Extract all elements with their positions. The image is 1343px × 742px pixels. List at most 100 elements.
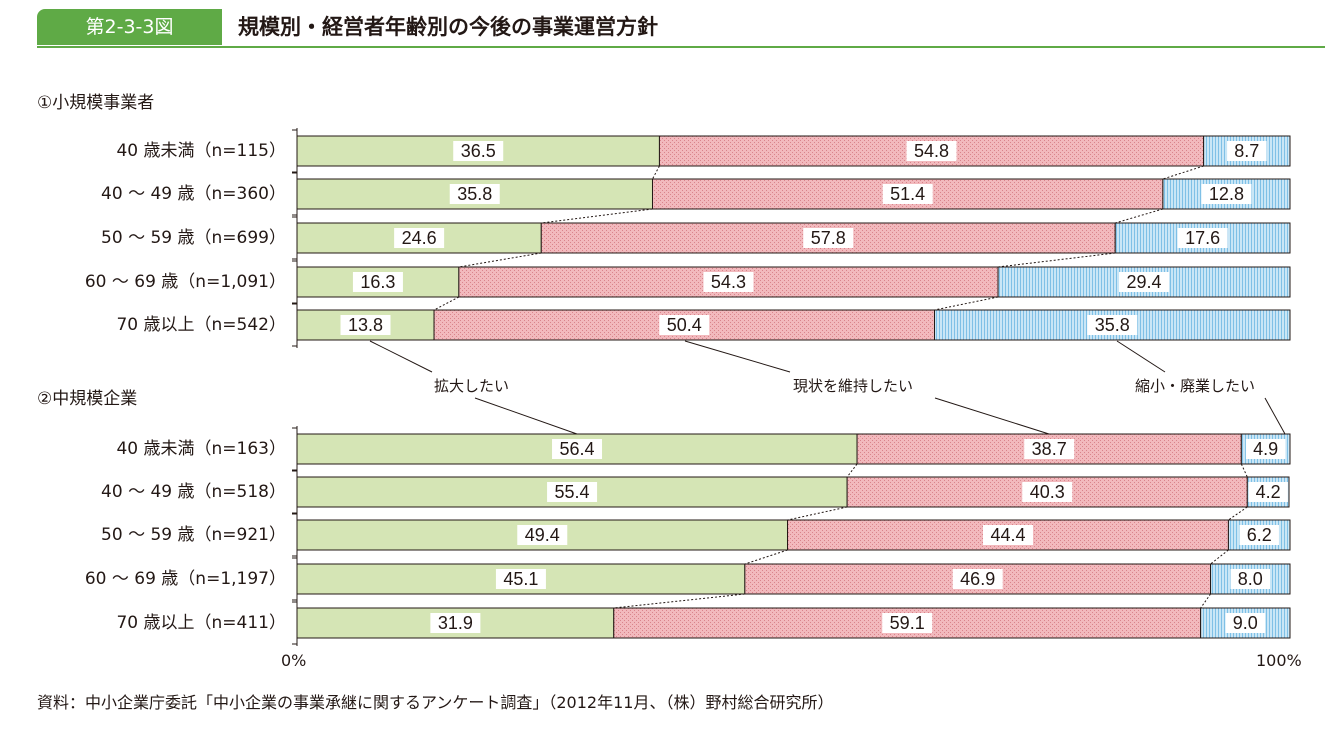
data-label-bg	[1239, 525, 1279, 545]
data-label: 8.7	[1234, 141, 1259, 161]
data-label-bg	[340, 315, 391, 335]
data-label: 29.4	[1127, 272, 1162, 292]
section-title-medium-business: ②中規模企業	[37, 389, 138, 409]
data-label-bg	[495, 569, 546, 589]
data-label: 9.0	[1233, 613, 1258, 633]
data-label: 46.9	[960, 569, 995, 589]
data-label: 4.9	[1253, 439, 1278, 459]
data-label: 24.6	[402, 228, 437, 248]
data-label-bg	[552, 439, 603, 459]
data-label-bg	[430, 613, 481, 633]
data-label: 6.2	[1247, 525, 1272, 545]
data-label-bg	[906, 141, 957, 161]
legend-leader-line	[934, 397, 1050, 435]
data-label-bg	[394, 228, 445, 248]
legend-leader-line	[474, 397, 578, 435]
data-label: 59.1	[890, 613, 925, 633]
data-label-bg	[1087, 315, 1138, 335]
data-label-bg	[547, 482, 598, 502]
data-label: 50.4	[667, 315, 702, 335]
data-label-bg	[449, 184, 500, 204]
data-label-bg	[882, 184, 933, 204]
connector-line	[1162, 165, 1204, 180]
category-label: 50 ～ 59 歳（n=699）	[101, 228, 286, 248]
data-label-bg	[1245, 439, 1286, 459]
data-label-bg	[1230, 569, 1271, 589]
data-label: 55.4	[555, 482, 590, 502]
data-label-bg	[952, 569, 1003, 589]
data-label-bg	[703, 272, 754, 292]
data-label-bg	[659, 315, 710, 335]
legend-leader-line	[684, 340, 791, 373]
data-label-bg	[1248, 482, 1288, 502]
data-label: 12.8	[1209, 184, 1244, 204]
connector-line	[652, 165, 660, 180]
data-label: 45.1	[503, 569, 538, 589]
legend-shrink: 縮小・廃業したい	[1135, 377, 1256, 395]
data-label: 40.3	[1030, 482, 1065, 502]
data-label: 56.4	[560, 439, 595, 459]
data-label: 36.5	[461, 141, 496, 161]
data-label: 44.4	[990, 525, 1025, 545]
axis-max-label: 100%	[1256, 651, 1302, 670]
connector-line	[744, 549, 788, 565]
data-label-bg	[517, 525, 568, 545]
connector-line	[787, 506, 848, 521]
connector-line	[1240, 463, 1248, 478]
data-label-bg	[1227, 141, 1267, 161]
legend-leader-line	[1264, 397, 1286, 435]
title-underline	[37, 46, 1325, 48]
data-label: 35.8	[1095, 315, 1130, 335]
data-label: 17.6	[1185, 228, 1220, 248]
data-label-bg	[882, 613, 933, 633]
data-label-bg	[1225, 613, 1266, 633]
data-label: 54.8	[914, 141, 949, 161]
axis-min-label: 0%	[281, 651, 307, 670]
data-label-bg	[1024, 439, 1075, 459]
connector-line	[541, 208, 653, 224]
data-label: 38.7	[1032, 439, 1067, 459]
legend-leader-line	[369, 340, 433, 373]
data-label: 49.4	[525, 525, 560, 545]
connector-line	[458, 252, 542, 268]
data-label-bg	[1201, 184, 1252, 204]
data-label: 51.4	[890, 184, 925, 204]
connector-line	[613, 593, 745, 609]
data-label-bg	[982, 525, 1033, 545]
data-label: 4.2	[1256, 482, 1281, 502]
data-label: 8.0	[1238, 569, 1263, 589]
data-label-bg	[1022, 482, 1073, 502]
data-label: 13.8	[348, 315, 383, 335]
data-label-bg	[1177, 228, 1228, 248]
data-label-bg	[453, 141, 504, 161]
legend-leader-line	[1116, 340, 1166, 373]
data-label: 54.3	[711, 272, 746, 292]
data-label: 57.8	[811, 228, 846, 248]
data-label: 16.3	[360, 272, 395, 292]
figure-title: 規模別・経営者年齢別の今後の事業運営方針	[238, 15, 658, 39]
connector-line	[846, 463, 858, 478]
legend-expand: 拡大したい	[434, 377, 510, 395]
category-label: 70 歳以上（n=411）	[116, 613, 286, 633]
connector-line	[1200, 593, 1211, 609]
category-label: 40 ～ 49 歳（n=518）	[101, 482, 286, 502]
legend-maintain: 現状を維持したい	[793, 377, 914, 395]
data-label-bg	[1119, 272, 1170, 292]
connector-line	[1115, 208, 1164, 224]
category-label: 40 歳未満（n=163）	[116, 439, 286, 459]
connector-line	[934, 296, 999, 311]
connector-line	[997, 252, 1116, 268]
data-label: 35.8	[457, 184, 492, 204]
data-label: 31.9	[438, 613, 473, 633]
category-label: 60 ～ 69 歳（n=1,091）	[84, 272, 286, 292]
category-label: 40 歳未満（n=115）	[116, 141, 286, 161]
connector-line	[1228, 506, 1248, 521]
connector-line	[1210, 549, 1229, 565]
category-label: 60 ～ 69 歳（n=1,197）	[84, 569, 286, 589]
data-label-bg	[803, 228, 854, 248]
figure-number-badge: 第2-3-3図	[37, 9, 222, 45]
category-label: 70 歳以上（n=542）	[116, 315, 286, 335]
section-title-small-business: ①小規模事業者	[37, 93, 155, 113]
source-note: 資料：中小企業庁委託「中小企業の事業承継に関するアンケート調査」（2012年11…	[37, 693, 834, 712]
